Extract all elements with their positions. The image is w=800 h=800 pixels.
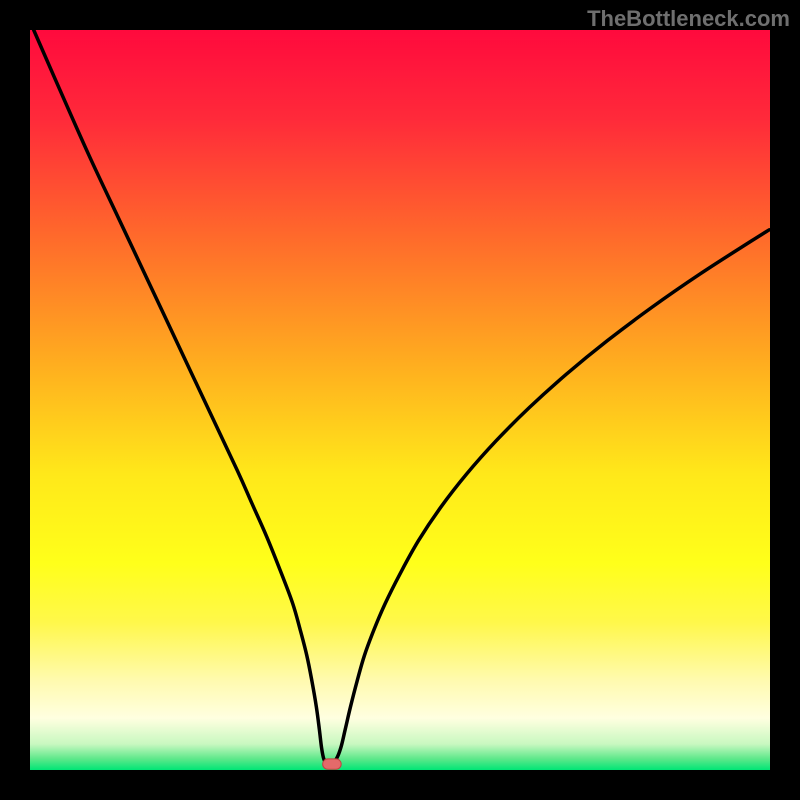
chart-container: { "watermark": { "text": "TheBottleneck.… [0,0,800,800]
bottleneck-curve-chart [0,0,800,800]
